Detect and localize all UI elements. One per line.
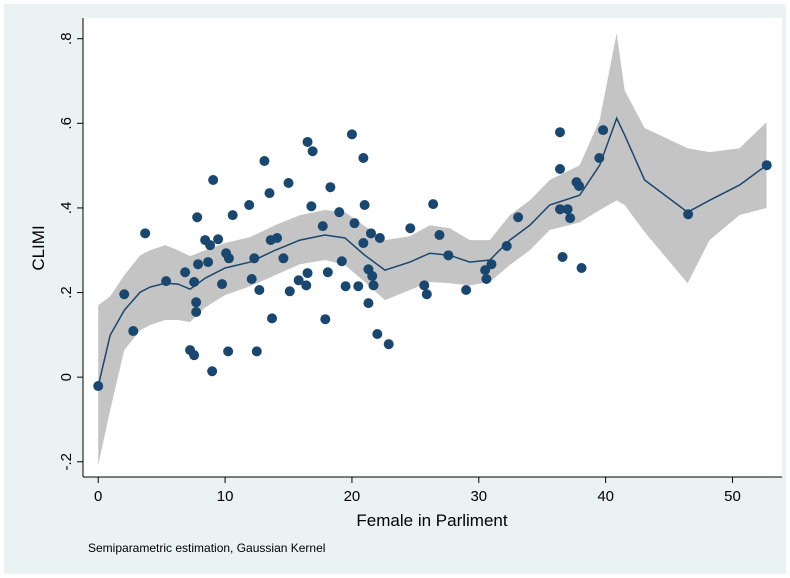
confidence-band — [98, 33, 767, 466]
scatter-point — [349, 218, 360, 229]
scatter-point — [554, 127, 565, 138]
x-tick-label: 50 — [724, 488, 741, 505]
scatter-point — [317, 221, 328, 232]
scatter-point — [207, 366, 218, 377]
scatter-point — [307, 146, 318, 157]
fit-line — [97, 116, 767, 387]
scatter-point — [192, 212, 203, 223]
y-tick-label: 0 — [58, 373, 75, 381]
y-tick-label: .2 — [58, 286, 75, 299]
scatter-point — [368, 280, 379, 291]
scatter-point — [191, 307, 202, 318]
scatter-point — [405, 223, 416, 234]
scatter-point — [562, 204, 573, 215]
scatter-point — [208, 175, 219, 186]
scatter-point — [554, 204, 565, 215]
scatter-point — [576, 263, 587, 274]
scatter-point — [481, 274, 492, 285]
scatter-point — [359, 199, 370, 210]
scatter-point — [293, 275, 304, 286]
scatter-point — [283, 177, 294, 188]
scatter-point — [428, 199, 439, 210]
scatter-point — [322, 267, 333, 278]
y-tick-label: .8 — [58, 32, 75, 45]
scatter-point — [421, 289, 432, 300]
y-tick-label: .6 — [58, 117, 75, 130]
scatter-point — [223, 346, 234, 357]
scatter-point — [180, 267, 191, 278]
scatter-point — [374, 232, 385, 243]
scatter-point — [246, 274, 257, 285]
y-tick-label: .4 — [58, 202, 75, 215]
scatter-point — [244, 199, 255, 210]
scatter-point — [203, 257, 214, 268]
y-tick-label: -.2 — [58, 453, 75, 471]
scatter-point — [557, 252, 568, 263]
scatter-point — [419, 280, 430, 291]
scatter-point — [251, 346, 262, 357]
scatter-point — [336, 256, 347, 267]
x-tick-label: 0 — [94, 488, 102, 505]
scatter-point — [372, 329, 383, 340]
scatter-point — [565, 213, 576, 224]
scatter-point — [284, 286, 295, 297]
scatter-point — [358, 153, 369, 164]
scatter-point — [358, 238, 369, 249]
x-tick-label: 20 — [344, 488, 361, 505]
scatter-point — [683, 209, 694, 220]
scatter-point — [119, 289, 130, 300]
scatter-point — [306, 201, 317, 212]
x-tick-label: 30 — [470, 488, 487, 505]
scatter-point — [346, 129, 357, 140]
x-axis-label: Female in Parliment — [356, 511, 507, 530]
scatter-point — [367, 271, 378, 282]
scatter-point — [302, 268, 313, 279]
scatter-point — [383, 339, 394, 350]
x-tick-label: 40 — [597, 488, 614, 505]
note: Semiparametric estimation, Gaussian Kern… — [88, 541, 325, 555]
scatter-point — [227, 210, 238, 221]
scatter-point — [128, 326, 139, 337]
scatter-point — [302, 136, 313, 147]
scatter-point — [598, 125, 609, 136]
scatter-point — [554, 164, 565, 175]
scatter-point — [340, 281, 351, 292]
scatter-point — [278, 253, 289, 264]
scatter-point — [363, 298, 374, 309]
scatter-point — [191, 297, 202, 308]
scatter-point — [334, 207, 345, 218]
scatter-point — [353, 281, 364, 292]
scatter-point — [325, 182, 336, 193]
scatter-point — [301, 280, 312, 291]
scatter-point — [213, 234, 224, 245]
scatter-point — [480, 265, 491, 276]
scatter-point — [264, 188, 275, 199]
scatter-point — [434, 230, 445, 241]
scatter-point — [272, 232, 283, 243]
scatter-point — [223, 253, 234, 264]
x-tick-label: 10 — [217, 488, 234, 505]
scatter-point — [501, 241, 512, 252]
scatter-point — [320, 314, 331, 325]
scatter-point — [513, 212, 524, 223]
scatter-point — [267, 313, 278, 324]
scatter-point — [140, 228, 151, 239]
scatter-point — [761, 160, 772, 171]
scatter-point — [205, 240, 216, 251]
scatter-point — [259, 155, 270, 166]
scatter-point — [574, 180, 585, 191]
y-axis-label: CLIMI — [29, 225, 48, 270]
scatter-point — [193, 259, 204, 270]
scatter-point — [461, 285, 472, 296]
scatter-point — [189, 350, 200, 361]
scatter-point — [217, 279, 228, 290]
scatter-point — [486, 259, 497, 270]
scatter-point — [254, 285, 265, 296]
scatter-point — [365, 228, 376, 239]
